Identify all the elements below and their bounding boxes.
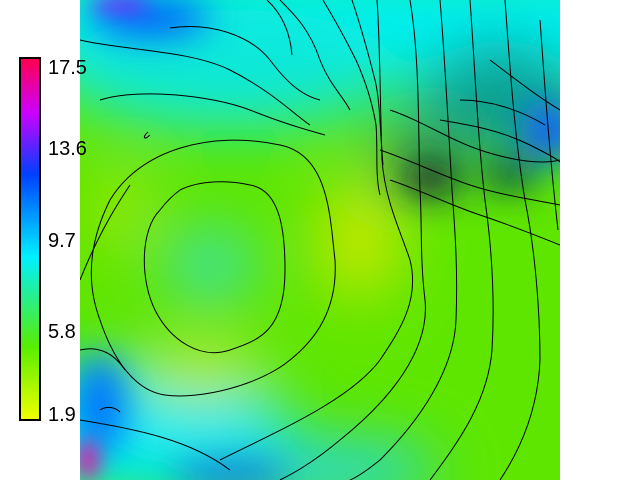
colorbar-tick-label: 17.5 (48, 57, 87, 79)
heatmap-panel (80, 0, 560, 480)
colorbar-tick-label: 5.8 (48, 321, 76, 343)
heatmap-svg (80, 0, 560, 480)
colorbar-tick-label: 1.9 (48, 404, 76, 426)
colorbar-tick-label: 9.7 (48, 230, 76, 252)
contour-lines (80, 0, 560, 480)
colorbar-tick-label: 13.6 (48, 138, 87, 160)
heatmap-field (80, 0, 560, 480)
colorbar (19, 57, 41, 421)
